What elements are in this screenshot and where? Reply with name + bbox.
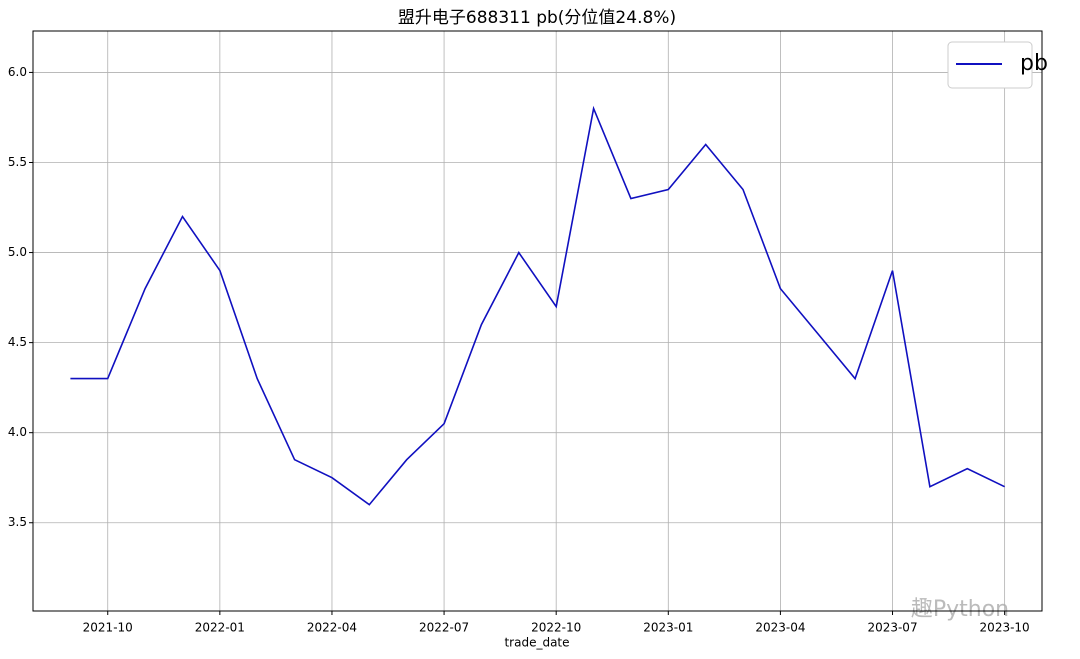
chart-title: 盟升电子688311 pb(分位值24.8%) (398, 8, 676, 28)
y-tick-label: 5.5 (8, 155, 27, 169)
y-tick-label: 6.0 (8, 65, 27, 79)
x-tick-label: 2022-10 (531, 621, 581, 635)
x-tick-label: 2023-10 (980, 621, 1030, 635)
x-tick-label: 2022-07 (419, 621, 469, 635)
line-series (70, 105, 1005, 506)
x-tick-label: 2022-04 (307, 621, 357, 635)
x-tick-label: 2023-04 (755, 621, 805, 635)
x-tick-label: 2023-01 (643, 621, 693, 635)
y-tick-label: 3.5 (8, 515, 27, 529)
legend-label: pb (1020, 51, 1048, 76)
x-tick-label: 2023-07 (867, 621, 917, 635)
y-tick-label: 4.0 (8, 425, 27, 439)
y-tick-label: 5.0 (8, 245, 27, 259)
x-tick-label: 2021-10 (83, 621, 133, 635)
plot-frame (32, 30, 1043, 612)
x-axis-label: trade_date (504, 636, 569, 650)
watermark: 趣Python (911, 597, 1009, 622)
y-tick-label: 4.5 (8, 335, 27, 349)
x-tick-label: 2022-01 (195, 621, 245, 635)
